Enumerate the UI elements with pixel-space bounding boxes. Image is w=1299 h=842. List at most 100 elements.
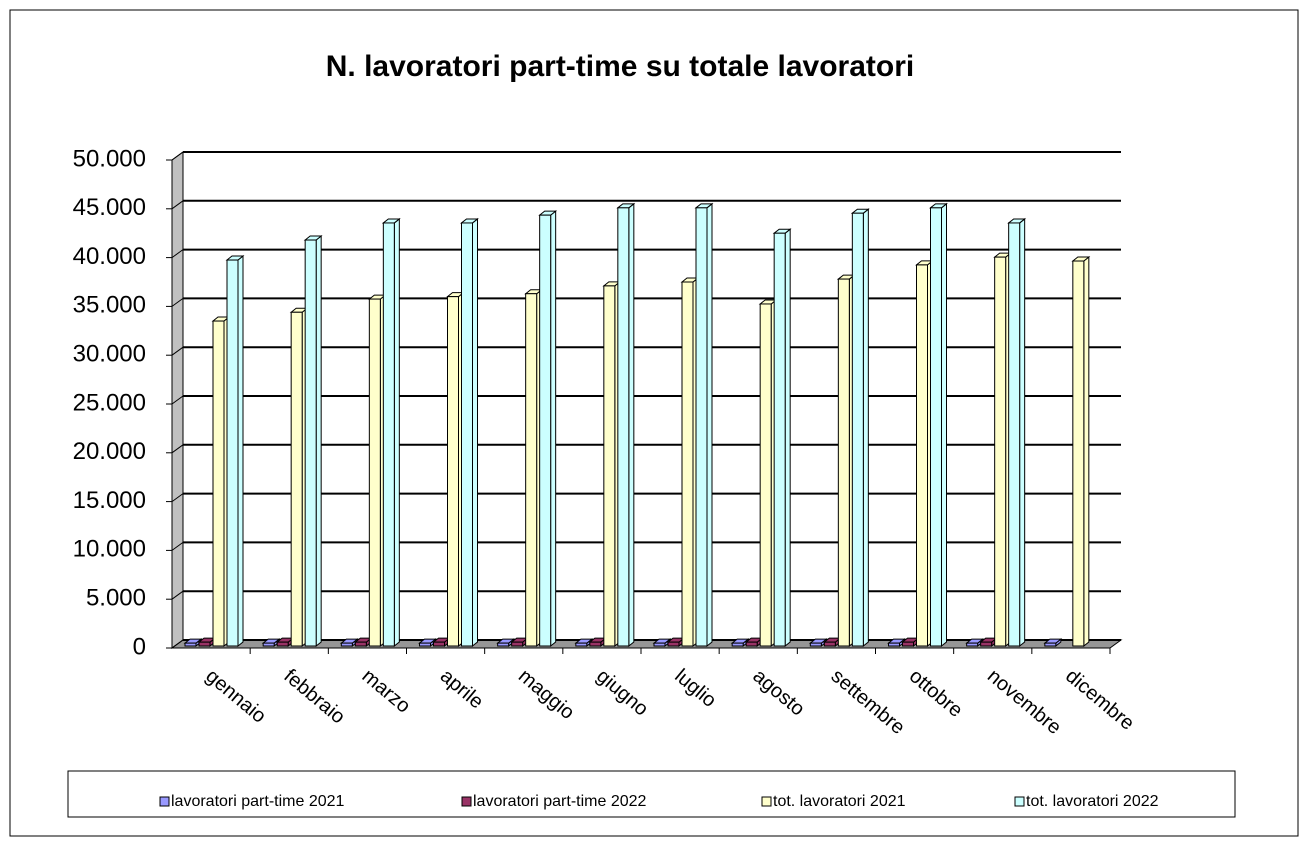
bar-front bbox=[695, 207, 708, 647]
bar bbox=[694, 202, 714, 648]
bar-side bbox=[941, 202, 947, 648]
bar-front bbox=[681, 281, 694, 647]
bar bbox=[929, 202, 948, 648]
bar-side bbox=[784, 228, 791, 648]
bar bbox=[381, 217, 401, 648]
legend-label: lavoratori part-time 2021 bbox=[171, 793, 345, 810]
bar bbox=[183, 638, 203, 648]
grid-line-side bbox=[171, 297, 184, 307]
bar-front bbox=[1044, 642, 1057, 647]
bar-front bbox=[433, 641, 445, 647]
bar-front bbox=[994, 256, 1007, 647]
bar-front bbox=[837, 278, 850, 647]
y-tick-label: 20.000 bbox=[73, 438, 146, 465]
bar bbox=[460, 217, 479, 648]
bar bbox=[772, 228, 792, 648]
y-tick-label: 30.000 bbox=[73, 341, 146, 368]
legend-label: tot. lavoratori 2022 bbox=[1026, 793, 1159, 810]
chart-title: N. lavoratori part-time su totale lavora… bbox=[326, 50, 914, 83]
bar bbox=[225, 254, 245, 648]
bar-front bbox=[759, 303, 772, 647]
grid-line-side bbox=[171, 249, 184, 259]
bar-front bbox=[653, 642, 666, 647]
bar bbox=[652, 638, 672, 648]
grid-line-side bbox=[171, 444, 184, 454]
grid-line-side bbox=[171, 639, 184, 649]
bar-side bbox=[315, 234, 322, 648]
bar-front bbox=[1072, 260, 1085, 647]
legend-label: lavoratori part-time 2022 bbox=[473, 793, 647, 810]
grid-line-side bbox=[171, 346, 184, 356]
bar-front bbox=[419, 642, 431, 647]
bar bbox=[339, 638, 359, 648]
bar-front bbox=[851, 212, 864, 647]
bar bbox=[808, 638, 828, 648]
bar-front bbox=[916, 264, 928, 647]
bar-side bbox=[550, 210, 557, 648]
bar bbox=[616, 202, 636, 648]
bar-side bbox=[237, 254, 244, 648]
bar-side bbox=[472, 217, 478, 648]
bar-front bbox=[262, 642, 275, 647]
bar-side bbox=[1019, 217, 1026, 648]
bar-front bbox=[212, 320, 225, 647]
bar bbox=[1071, 255, 1091, 648]
bar-front bbox=[525, 293, 538, 647]
bar-front bbox=[745, 641, 758, 647]
bar-front bbox=[575, 642, 588, 647]
bar bbox=[850, 208, 870, 648]
bar-front bbox=[930, 207, 942, 647]
grid-line-side bbox=[171, 493, 184, 503]
y-tick-label: 50.000 bbox=[73, 145, 146, 172]
y-tick-label: 35.000 bbox=[73, 292, 146, 319]
bar-front bbox=[276, 641, 289, 647]
bar-front bbox=[539, 214, 552, 647]
grid-line-side bbox=[171, 541, 184, 551]
bar-front bbox=[184, 642, 197, 647]
grid-line-side bbox=[171, 395, 184, 405]
bar bbox=[538, 210, 558, 648]
legend-label: tot. lavoratori 2021 bbox=[773, 793, 906, 810]
bar bbox=[418, 638, 437, 648]
grid-line-side bbox=[171, 151, 184, 161]
y-tick-label: 10.000 bbox=[73, 536, 146, 563]
bar-side bbox=[1083, 255, 1090, 648]
bar-front bbox=[980, 641, 993, 647]
legend-swatch bbox=[1014, 796, 1025, 807]
y-tick-label: 15.000 bbox=[73, 487, 146, 514]
y-tick-label: 25.000 bbox=[73, 389, 146, 416]
bar bbox=[887, 638, 906, 648]
bar-front bbox=[304, 239, 317, 647]
bar-side bbox=[628, 202, 635, 648]
grid-line-side bbox=[171, 590, 184, 600]
bar-front bbox=[497, 642, 510, 647]
bar-front bbox=[340, 642, 353, 647]
bar-front bbox=[511, 641, 524, 647]
bar-front bbox=[617, 207, 630, 647]
y-tick-label: 40.000 bbox=[73, 243, 146, 270]
y-tick-label: 0 bbox=[133, 633, 146, 660]
bar-front bbox=[667, 641, 680, 647]
bar-front bbox=[823, 641, 836, 647]
y-tick-label: 5.000 bbox=[86, 585, 146, 612]
y-tick-label: 45.000 bbox=[73, 194, 146, 221]
bar-front bbox=[731, 642, 744, 647]
bar-side bbox=[862, 208, 869, 648]
bar-front bbox=[589, 641, 602, 647]
legend-swatch bbox=[761, 796, 772, 807]
bar-front bbox=[368, 298, 381, 647]
bar-front bbox=[382, 222, 395, 647]
bar bbox=[303, 234, 323, 648]
bar-front bbox=[354, 641, 367, 647]
grid-line-side bbox=[171, 200, 184, 210]
bar-front bbox=[809, 642, 822, 647]
bar-side bbox=[706, 202, 713, 648]
bar bbox=[1043, 638, 1063, 648]
bar-front bbox=[902, 641, 914, 647]
legend-box bbox=[67, 770, 1236, 818]
bar bbox=[261, 638, 281, 648]
bar-front bbox=[447, 296, 459, 647]
bar-front bbox=[226, 259, 239, 647]
bar bbox=[1007, 217, 1027, 648]
